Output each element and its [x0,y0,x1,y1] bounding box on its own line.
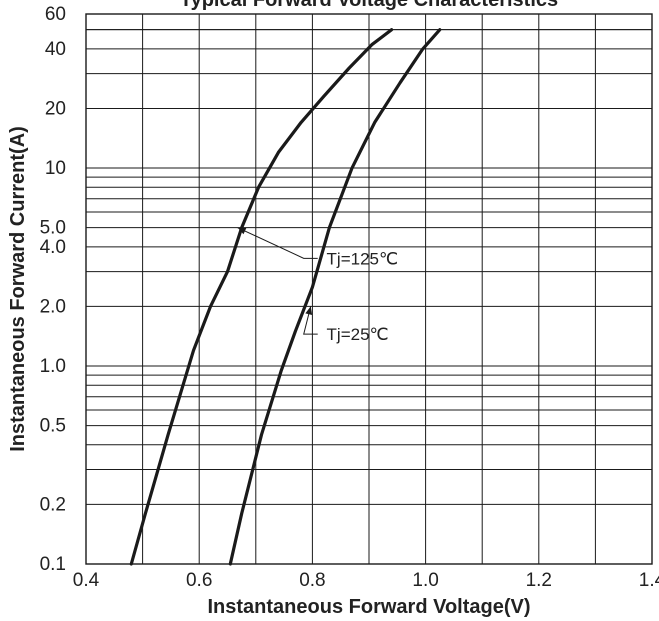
arrow-head-icon [305,306,313,316]
x-tick-label: 1.0 [412,570,438,591]
y-tick-label: 5.0 [40,218,66,239]
callout-tj125: Tj=125℃ [327,249,399,268]
y-axis-label: Instantaneous Forward Current(A) [7,126,29,452]
x-tick-label: 1.2 [526,570,552,591]
y-tick-label: 2.0 [40,296,66,317]
y-tick-label: 0.1 [40,554,66,575]
x-tick-label: 0.8 [299,570,325,591]
y-tick-label: 0.5 [40,416,66,437]
grid-lines [86,14,652,564]
y-tick-label: 1.0 [40,356,66,377]
callout-tj25: Tj=25℃ [327,325,389,344]
series-line-tj25 [228,28,442,566]
y-tick-label: 0.2 [40,494,66,515]
series-line-tj125 [129,28,394,566]
plot-frame [85,13,653,565]
y-tick-label: 40 [45,39,66,60]
x-tick-labels: 0.4 0.6 0.8 1.0 1.2 1.4 [73,570,659,591]
x-axis-label: Instantaneous Forward Voltage(V) [208,596,531,618]
arrow-head-icon [237,227,247,235]
y-tick-labels: 0.1 0.2 0.5 1.0 2.0 4.05.0 10 20 40 60 [40,4,66,575]
x-tick-label: 0.4 [73,570,100,591]
series-layer [129,28,442,566]
leader-line [237,227,318,259]
x-tick-label: 1.4 [639,570,659,591]
x-tick-label: 0.6 [186,570,212,591]
series-callouts: Tj=125℃ Tj=25℃ [237,227,399,344]
y-tick-label: 60 [45,4,66,25]
leader-line [303,306,318,335]
y-tick-label: 20 [45,98,66,119]
y-tick-label: 4.0 [40,237,66,258]
chart-title: Typical Forward Voltage Characteristics [180,0,558,11]
y-tick-label: 10 [45,158,66,179]
